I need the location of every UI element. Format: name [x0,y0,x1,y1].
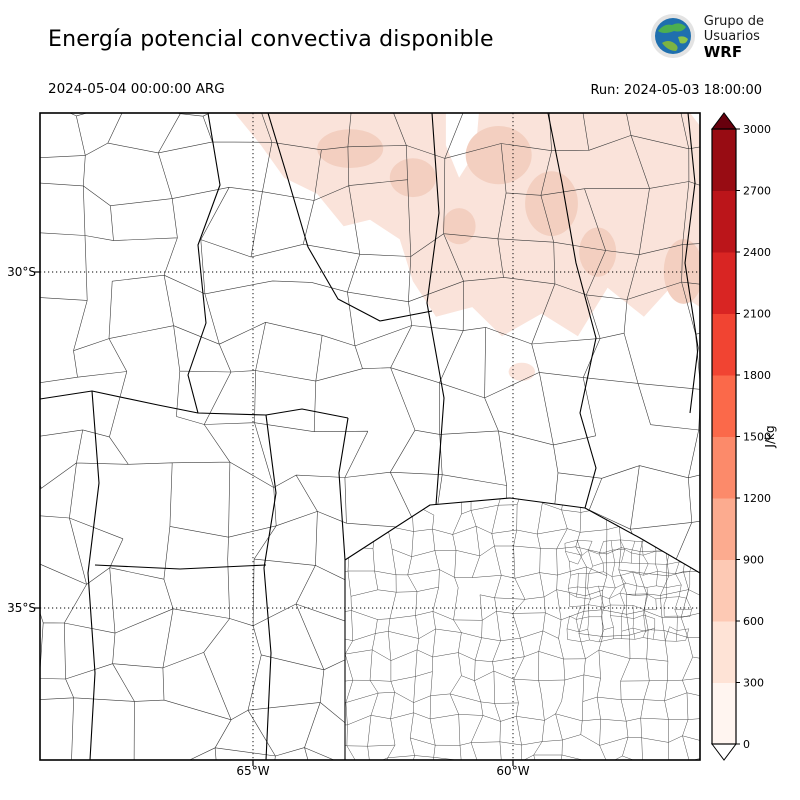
colorbar-segment [712,313,736,376]
province-boundaries [40,113,700,760]
page-title: Energía potencial convectiva disponible [48,27,494,52]
colorbar-segment [712,498,736,560]
county-boundaries-buenos-aires [345,498,700,760]
colorbar-segment [712,436,736,499]
colorbar-tick-label: 2100 [743,307,771,320]
colorbar: 0 300 600 900 1200 1500 1800 2100 2400 2700 3000 J/… [711,112,800,763]
valid-time-label: 2024-05-04 00:00:00 ARG [48,81,225,97]
logo-line-1: Grupo de [703,13,764,29]
shaded-region [579,227,617,277]
cape-map [34,112,701,766]
shaded-region [663,239,700,304]
shaded-region [508,362,535,381]
run-time-label: Run: 2024-05-03 18:00:00 [590,83,762,98]
colorbar-under-arrow [711,743,737,761]
axis-tick-marks [34,271,514,766]
shaded-region [445,113,479,178]
wrf-logo: Grupo de Usuarios WRF [650,13,764,63]
colorbar-tick-label: 1800 [743,369,771,382]
colorbar-tick-label: 1500 [743,430,771,443]
colorbar-segment [712,375,736,437]
colorbar-tick-label: 0 [743,738,750,751]
colorbar-segment [712,621,736,683]
colorbar-tick-label: 2400 [743,246,771,259]
lon-tick-60w: 60°W [496,764,530,778]
map-border [39,112,701,761]
county-boundaries-dense [564,537,692,643]
colorbar-segment [712,129,736,191]
colorbar-segment [712,682,736,745]
wrf-globe-logo-icon [650,13,696,63]
lat-tick-35s: 35°S [7,601,36,615]
shaded-region [317,129,384,168]
shaded-region [389,158,436,198]
colorbar-tick-label: 600 [743,615,764,628]
colorbar-segment [712,559,736,622]
shaded-region [465,126,532,185]
shaded-region [442,208,476,245]
colorbar-tick-label: 900 [743,553,764,566]
logo-line-3: WRF [703,43,743,62]
colorbar-segment [712,190,736,253]
colorbar-tick-label: 2700 [743,184,771,197]
lon-tick-65w: 65°W [236,764,270,778]
wrf-logo-text: Grupo de Usuarios WRF [704,14,764,62]
shaded-region [525,171,578,236]
colorbar-tick-label: 300 [743,676,764,689]
colorbar-tick-label: 3000 [743,123,771,136]
colorbar-scale: 0 300 600 900 1200 1500 1800 2100 2400 2700 3000 J/… [711,112,777,761]
colorbar-segment [712,252,736,314]
map-canvas [34,112,701,766]
colorbar-tick-label: 1200 [743,492,771,505]
logo-line-2: Usuarios [703,29,760,45]
colorbar-unit-label: J/kg [763,425,777,448]
lat-tick-30s: 30°S [7,265,36,279]
colorbar-over-arrow [711,112,737,130]
